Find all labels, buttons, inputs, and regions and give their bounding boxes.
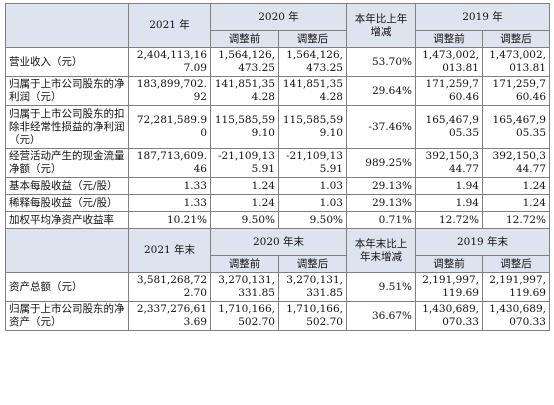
value-2019-after: 1,473,002,013.81: [482, 47, 550, 77]
table-row: 资产总额（元） 3,581,268,722.70 3,270,131,331.8…: [5, 272, 550, 302]
value-2020-before: 1.24: [210, 177, 279, 195]
table-row: 归属于上市公司股东的扣除非经常性损益的净利润（元） 72,281,589.90 …: [5, 105, 550, 149]
value-change: 36.67%: [346, 301, 416, 331]
header-2019-before: 调整前: [415, 30, 483, 48]
value-2020-after: 1.03: [278, 177, 347, 195]
header2-change-line2: 年末增减: [360, 250, 402, 263]
value-2021: 2,337,276,613.69: [128, 301, 211, 331]
value-2020-before: 9.50%: [210, 211, 279, 229]
row-label: 归属于上市公司股东的扣除非经常性损益的净利润（元）: [5, 105, 129, 149]
value-change: 0.71%: [346, 211, 416, 229]
value-2019-after: 1,430,689,070.33: [482, 301, 550, 331]
value-change: 989.25%: [346, 148, 416, 178]
header-row-2: 2021 年末 2020 年末 本年末比上 年末增减 2019 年末: [5, 228, 550, 273]
header2-change-line1: 本年末比上: [354, 237, 408, 250]
value-2020-after: -21,109,135.91: [278, 148, 347, 178]
value-2019-before: 171,259,760.46: [415, 76, 483, 106]
value-2020-before: 1,564,126,473.25: [210, 47, 279, 77]
header-change-line1: 本年比上年: [354, 12, 408, 25]
value-change: 29.13%: [346, 177, 416, 195]
value-2020-after: 9.50%: [278, 211, 347, 229]
value-2021: 72,281,589.90: [128, 105, 211, 149]
value-2020-before: 141,851,354.28: [210, 76, 279, 106]
header2-2020-before: 调整前: [210, 255, 279, 273]
financial-summary-table: 2021 年 2020 年 本年比上年 增减 2019 年 调整前 调整后 调整…: [5, 3, 550, 331]
value-2020-before: 1,710,166,502.70: [210, 301, 279, 331]
value-2020-after: 141,851,354.28: [278, 76, 347, 106]
header2-year-2019: 2019 年末: [415, 228, 550, 256]
value-2021: 10.21%: [128, 211, 211, 229]
value-2020-after: 1,564,126,473.25: [278, 47, 347, 77]
table-row: 归属于上市公司股东的净利润（元） 183,899,702.92 141,851,…: [5, 76, 550, 106]
value-change: 53.70%: [346, 47, 416, 77]
header2-label-cell: [5, 228, 129, 273]
row-label: 稀释每股收益（元/股）: [5, 194, 129, 212]
header-year-2021: 2021 年: [128, 3, 211, 48]
row-label: 营业收入（元）: [5, 47, 129, 77]
table-row: 营业收入（元） 2,404,113,167.09 1,564,126,473.2…: [5, 47, 550, 77]
value-2020-after: 3,270,131,331.85: [278, 272, 347, 302]
header-change-line2: 增减: [370, 25, 392, 38]
table-row: 基本每股收益（元/股） 1.33 1.24 1.03 29.13% 1.94 1…: [5, 177, 550, 195]
value-2020-after: 1,710,166,502.70: [278, 301, 347, 331]
value-2020-after: 1.03: [278, 194, 347, 212]
value-2021: 183,899,702.92: [128, 76, 211, 106]
value-2019-before: 12.72%: [415, 211, 483, 229]
header2-2019-after: 调整后: [482, 255, 550, 273]
value-change: -37.46%: [346, 105, 416, 149]
header-2020-after: 调整后: [278, 30, 347, 48]
header2-change: 本年末比上 年末增减: [346, 228, 416, 273]
row-label: 经营活动产生的现金流量净额（元）: [5, 148, 129, 178]
value-2021: 3,581,268,722.70: [128, 272, 211, 302]
value-2019-before: 1,473,002,013.81: [415, 47, 483, 77]
value-2019-before: 165,467,905.35: [415, 105, 483, 149]
value-change: 29.64%: [346, 76, 416, 106]
value-2020-after: 115,585,599.10: [278, 105, 347, 149]
table-row: 归属于上市公司股东的净资产（元） 2,337,276,613.69 1,710,…: [5, 301, 550, 331]
header-change: 本年比上年 增减: [346, 3, 416, 48]
row-label: 归属于上市公司股东的净资产（元）: [5, 301, 129, 331]
header-label-cell: [5, 3, 129, 48]
header-year-2019: 2019 年: [415, 3, 550, 31]
value-2021: 2,404,113,167.09: [128, 47, 211, 77]
value-2020-before: 115,585,599.10: [210, 105, 279, 149]
value-2019-before: 392,150,344.77: [415, 148, 483, 178]
value-2021: 1.33: [128, 194, 211, 212]
value-2019-after: 12.72%: [482, 211, 550, 229]
header2-year-2021: 2021 年末: [128, 228, 211, 273]
value-2020-before: 1.24: [210, 194, 279, 212]
header2-2019-before: 调整前: [415, 255, 483, 273]
value-2019-after: 2,191,997,119.69: [482, 272, 550, 302]
value-2020-before: 3,270,131,331.85: [210, 272, 279, 302]
value-2019-before: 1,430,689,070.33: [415, 301, 483, 331]
value-2021: 187,713,609.46: [128, 148, 211, 178]
value-2019-after: 165,467,905.35: [482, 105, 550, 149]
value-2019-after: 392,150,344.77: [482, 148, 550, 178]
row-label: 资产总额（元）: [5, 272, 129, 302]
value-change: 29.13%: [346, 194, 416, 212]
value-2019-after: 1.24: [482, 194, 550, 212]
table-row: 加权平均净资产收益率 10.21% 9.50% 9.50% 0.71% 12.7…: [5, 211, 550, 229]
header2-2020-after: 调整后: [278, 255, 347, 273]
value-2019-before: 1.94: [415, 177, 483, 195]
header2-year-2020: 2020 年末: [210, 228, 347, 256]
header-2020-before: 调整前: [210, 30, 279, 48]
value-2019-after: 171,259,760.46: [482, 76, 550, 106]
value-change: 9.51%: [346, 272, 416, 302]
header-row-1: 2021 年 2020 年 本年比上年 增减 2019 年: [5, 3, 550, 48]
header-2019-after: 调整后: [482, 30, 550, 48]
value-2020-before: -21,109,135.91: [210, 148, 279, 178]
value-2021: 1.33: [128, 177, 211, 195]
row-label: 归属于上市公司股东的净利润（元）: [5, 76, 129, 106]
table-row: 稀释每股收益（元/股） 1.33 1.24 1.03 29.13% 1.94 1…: [5, 194, 550, 212]
header-row-1-sub: 调整前 调整后 调整前 调整后: [6, 30, 550, 48]
value-2019-before: 2,191,997,119.69: [415, 272, 483, 302]
row-label: 加权平均净资产收益率: [5, 211, 129, 229]
table-row: 经营活动产生的现金流量净额（元） 187,713,609.46 -21,109,…: [5, 148, 550, 178]
row-label: 基本每股收益（元/股）: [5, 177, 129, 195]
value-2019-before: 1.94: [415, 194, 483, 212]
header-year-2020: 2020 年: [210, 3, 347, 31]
value-2019-after: 1.24: [482, 177, 550, 195]
